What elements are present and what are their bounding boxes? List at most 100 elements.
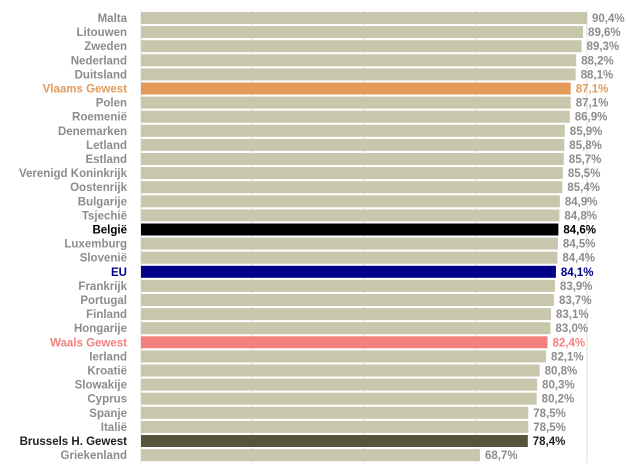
bar-cyprus xyxy=(141,392,537,405)
value-label-denemarken: 85,9% xyxy=(570,126,603,138)
category-label-malta: Malta xyxy=(98,13,128,25)
value-label-tsjechie: 84,8% xyxy=(564,210,597,222)
bar-eu xyxy=(141,265,556,278)
bars xyxy=(141,12,587,462)
category-label-verenigd-koninkrijk: Verenigd Koninkrijk xyxy=(19,168,128,180)
value-label-cyprus: 80,2% xyxy=(542,394,575,406)
value-label-duitsland: 88,1% xyxy=(581,69,614,81)
value-label-waals-gewest: 82,4% xyxy=(553,337,586,349)
category-label-brussels-h-gewest: Brussels H. Gewest xyxy=(20,436,128,448)
category-label-tsjechie: Tsjechië xyxy=(82,210,127,222)
bar-roemenie xyxy=(141,110,570,123)
value-label-luxemburg: 84,5% xyxy=(563,239,596,251)
category-label-finland: Finland xyxy=(86,309,127,321)
bar-malta xyxy=(141,12,587,24)
value-label-roemenie: 86,9% xyxy=(575,112,608,124)
value-label-brussels-h-gewest: 78,4% xyxy=(533,436,566,448)
category-label-zweden: Zweden xyxy=(84,41,127,53)
category-label-italie: Italië xyxy=(101,422,127,434)
category-label-slovenie: Slovenië xyxy=(80,253,127,265)
category-label-frankrijk: Frankrijk xyxy=(78,281,127,293)
value-label-italie: 78,5% xyxy=(533,422,566,434)
bar-nederland xyxy=(141,54,577,67)
bar-portugal xyxy=(141,294,554,306)
value-label-eu: 84,1% xyxy=(561,267,594,279)
value-label-portugal: 83,7% xyxy=(559,295,592,307)
category-label-oostenrijk: Oostenrijk xyxy=(70,182,127,194)
bar-tsjechie xyxy=(141,209,560,222)
category-label-waals-gewest: Waals Gewest xyxy=(50,337,127,349)
bar-ierland xyxy=(141,350,547,363)
value-label-finland: 83,1% xyxy=(556,309,589,321)
bar-brussels-h-gewest xyxy=(141,435,528,447)
category-label-portugal: Portugal xyxy=(80,295,127,307)
value-label-letland: 85,8% xyxy=(569,140,602,152)
category-label-letland: Letland xyxy=(86,140,127,152)
category-label-litouwen: Litouwen xyxy=(77,27,127,39)
bar-verenigd-koninkrijk xyxy=(141,167,563,180)
value-label-slovenie: 84,4% xyxy=(562,253,595,265)
value-label-ierland: 82,1% xyxy=(551,351,584,363)
category-label-griekenland: Griekenland xyxy=(61,450,127,462)
value-label-malta: 90,4% xyxy=(592,13,625,25)
bar-italie xyxy=(141,420,529,433)
bar-oostenrijk xyxy=(141,181,563,194)
value-label-hongarije: 83,0% xyxy=(555,323,588,335)
category-label-roemenie: Roemenië xyxy=(72,112,127,124)
bar-denemarken xyxy=(141,124,565,137)
category-label-luxemburg: Luxemburg xyxy=(64,239,127,251)
bar-frankrijk xyxy=(141,279,555,292)
bar-slovenie xyxy=(141,251,558,264)
value-label-griekenland: 68,7% xyxy=(485,450,518,462)
bar-letland xyxy=(141,138,565,151)
bar-kroatie xyxy=(141,364,540,377)
category-label-cyprus: Cyprus xyxy=(87,394,127,406)
bar-slowakije xyxy=(141,378,538,391)
value-label-estland: 85,7% xyxy=(569,154,602,166)
value-label-nederland: 88,2% xyxy=(581,55,614,67)
bar-belgie xyxy=(141,223,559,236)
category-label-denemarken: Denemarken xyxy=(58,126,127,138)
value-labels: 90,4% 89,6% 89,3% 88,2% 88,1% 87,1% 87,1% 86,9%… xyxy=(485,13,625,462)
category-label-ierland: Ierland xyxy=(89,351,127,363)
category-label-duitsland: Duitsland xyxy=(75,69,127,81)
bar-polen xyxy=(141,96,571,109)
bar-waals-gewest xyxy=(141,336,548,349)
value-label-spanje: 78,5% xyxy=(533,408,566,420)
category-label-hongarije: Hongarije xyxy=(74,323,127,335)
category-label-estland: Estland xyxy=(85,154,127,166)
value-label-kroatie: 80,8% xyxy=(545,366,578,378)
bar-hongarije xyxy=(141,322,551,335)
category-label-bulgarije: Bulgarije xyxy=(78,196,127,208)
value-label-verenigd-koninkrijk: 85,5% xyxy=(568,168,601,180)
value-label-bulgarije: 84,9% xyxy=(565,196,598,208)
category-label-belgie: België xyxy=(92,225,127,237)
category-label-spanje: Spanje xyxy=(89,408,127,420)
category-label-slowakije: Slowakije xyxy=(75,380,127,392)
bar-estland xyxy=(141,153,564,165)
bar-spanje xyxy=(141,406,529,419)
bar-griekenland xyxy=(141,449,480,462)
bar-finland xyxy=(141,308,551,321)
bar-bulgarije xyxy=(141,195,560,208)
bar-vlaams-gewest xyxy=(141,82,571,95)
category-label-eu: EU xyxy=(111,267,127,279)
value-label-frankrijk: 83,9% xyxy=(560,281,593,293)
value-label-belgie: 84,6% xyxy=(563,225,596,237)
bar-duitsland xyxy=(141,68,576,81)
value-label-litouwen: 89,6% xyxy=(588,27,621,39)
category-label-nederland: Nederland xyxy=(71,55,127,67)
category-label-kroatie: Kroatië xyxy=(87,366,127,378)
bar-zweden xyxy=(141,40,582,53)
value-label-polen: 87,1% xyxy=(576,98,609,110)
value-label-zweden: 89,3% xyxy=(587,41,620,53)
bar-litouwen xyxy=(141,26,584,39)
value-label-slowakije: 80,3% xyxy=(542,380,575,392)
category-label-vlaams-gewest: Vlaams Gewest xyxy=(43,84,128,96)
bar-luxemburg xyxy=(141,237,558,250)
category-labels: Malta Litouwen Zweden Nederland Duitsland Vla… xyxy=(19,13,128,462)
category-label-polen: Polen xyxy=(96,98,127,110)
value-label-vlaams-gewest: 87,1% xyxy=(576,84,609,96)
value-label-oostenrijk: 85,4% xyxy=(567,182,600,194)
